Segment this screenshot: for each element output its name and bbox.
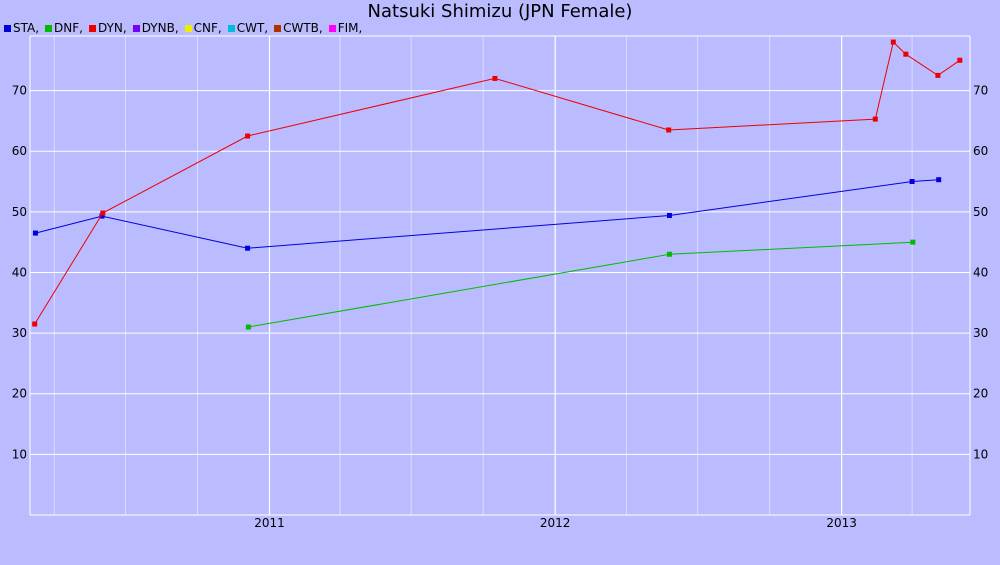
legend-label: STA, [13, 21, 40, 35]
y-tick-label: 50 [12, 205, 27, 219]
legend-swatch [274, 24, 282, 32]
y-tick-label: 40 [12, 265, 27, 279]
data-point-dnf[interactable] [910, 239, 916, 245]
legend-label: FIM, [337, 21, 363, 35]
x-tick-label: 2013 [826, 516, 857, 530]
series-line-dyn [34, 41, 961, 325]
y-tick-label-right: 60 [973, 144, 988, 158]
legend-item-dnf[interactable]: DNF, [45, 20, 83, 36]
y-tick-label-right: 40 [973, 265, 988, 279]
data-point-dyn[interactable] [666, 127, 672, 133]
data-point-sta[interactable] [666, 212, 672, 218]
chart-title: Natsuki Shimizu (JPN Female) [367, 1, 633, 22]
data-point-dyn[interactable] [100, 210, 106, 216]
legend-label: CWTB, [283, 21, 323, 35]
legend-item-cwt[interactable]: CWT, [227, 20, 269, 36]
legend-swatch [4, 24, 11, 32]
legend-item-fim[interactable]: FIM, [328, 20, 363, 36]
data-point-dyn[interactable] [957, 57, 963, 63]
y-tick-label: 10 [12, 447, 27, 461]
legend-label: DYN, [97, 21, 127, 35]
data-point-sta[interactable] [245, 245, 251, 251]
series-line-dnf [248, 241, 913, 328]
legend: STA, DNF, DYN, DYNB, CNF, CWT, CWTB, FIM… [4, 20, 362, 36]
y-tick-label-right: 20 [973, 387, 988, 401]
series-line-sta [35, 179, 939, 249]
x-tick-label: 2012 [540, 516, 571, 530]
legend-swatch [328, 24, 336, 32]
y-tick-label: 70 [12, 84, 27, 98]
legend-label: DYNB, [141, 21, 179, 35]
y-tick-label: 20 [12, 387, 27, 401]
data-point-dnf[interactable] [666, 251, 672, 257]
y-tick-label: 60 [12, 144, 27, 158]
legend-swatch [45, 24, 53, 32]
data-point-dyn[interactable] [935, 72, 941, 78]
data-point-dyn[interactable] [872, 116, 878, 122]
legend-swatch [227, 24, 235, 32]
data-point-sta[interactable] [909, 179, 915, 185]
data-point-dyn[interactable] [492, 75, 498, 81]
data-point-sta[interactable] [99, 213, 105, 219]
legend-label: DNF, [54, 21, 83, 35]
y-tick-label-right: 30 [973, 326, 988, 340]
data-point-dyn[interactable] [890, 39, 896, 45]
legend-item-dynb[interactable]: DYNB, [132, 20, 179, 36]
legend-item-sta[interactable]: STA, [4, 20, 39, 36]
y-tick-label-right: 10 [973, 447, 988, 461]
data-point-sta[interactable] [936, 177, 942, 183]
data-point-dyn[interactable] [903, 51, 909, 57]
data-point-dnf[interactable] [245, 324, 251, 330]
y-tick-label-right: 50 [973, 205, 988, 219]
legend-label: CNF, [193, 21, 222, 35]
data-point-dyn[interactable] [32, 321, 38, 327]
data-point-dyn[interactable] [245, 133, 251, 139]
legend-item-cwtb[interactable]: CWTB, [274, 20, 323, 36]
legend-swatch [132, 24, 140, 32]
y-tick-label: 30 [12, 326, 27, 340]
legend-swatch [88, 24, 96, 32]
x-tick-label: 2011 [254, 516, 285, 530]
legend-item-dyn[interactable]: DYN, [88, 20, 127, 36]
data-point-sta[interactable] [32, 230, 38, 236]
y-tick-label-right: 70 [973, 84, 988, 98]
legend-label: CWT, [236, 21, 269, 35]
legend-item-cnf[interactable]: CNF, [184, 20, 222, 36]
legend-swatch [184, 24, 192, 32]
